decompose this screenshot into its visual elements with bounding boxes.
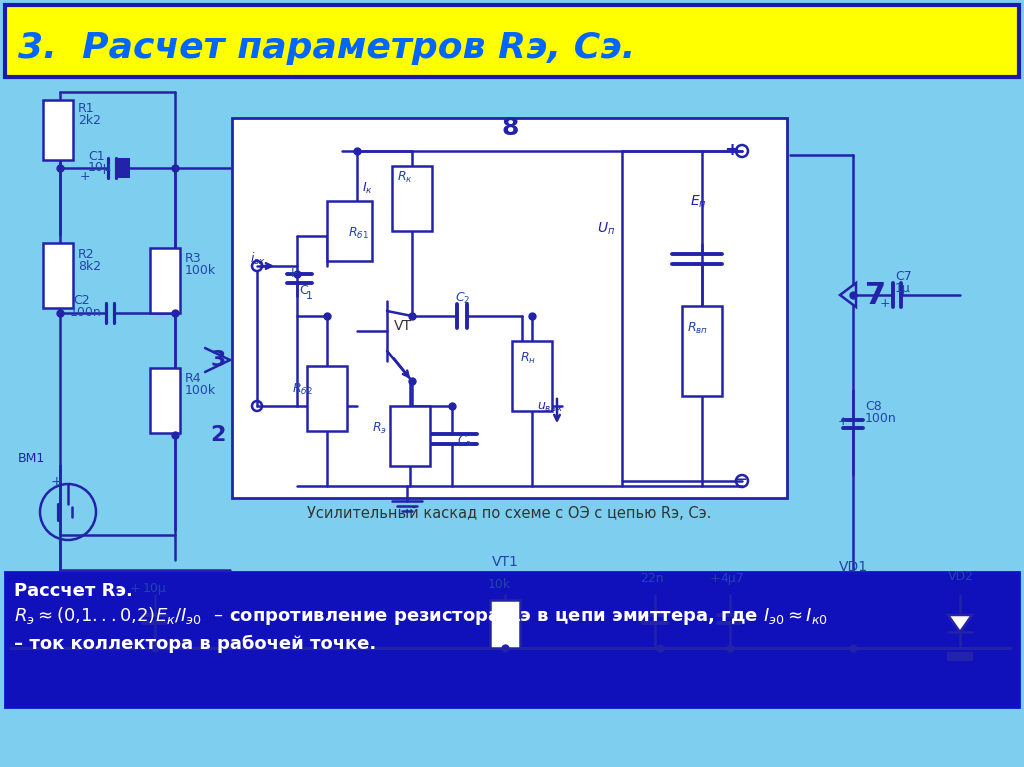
- Text: $I_к$: $I_к$: [362, 181, 373, 196]
- Text: $R_к$: $R_к$: [397, 170, 413, 185]
- Text: $R_н$: $R_н$: [520, 351, 537, 366]
- Text: 3.  Расчет параметров Rэ, Сэ.: 3. Расчет параметров Rэ, Сэ.: [18, 31, 635, 65]
- Text: 100n: 100n: [70, 306, 101, 319]
- Text: 4μ7: 4μ7: [720, 572, 743, 585]
- Text: C2: C2: [73, 294, 90, 307]
- Text: Рассчет Rэ.: Рассчет Rэ.: [14, 582, 133, 600]
- Text: 10μ: 10μ: [143, 582, 167, 595]
- Text: 100n: 100n: [865, 412, 897, 425]
- Bar: [43, 100, 73, 160]
- Bar: [490, 600, 520, 648]
- Text: 1μ: 1μ: [895, 282, 910, 295]
- Polygon shape: [948, 615, 972, 632]
- Text: 100k: 100k: [185, 264, 216, 277]
- Text: 8k2: 8k2: [78, 260, 101, 273]
- Text: $E_п$: $E_п$: [690, 194, 707, 210]
- Text: $R_э \approx (0{,}1...0{,}2)E_к/I_{э0}$  – сопротивление резистора Rэ в цепи эми: $R_э \approx (0{,}1...0{,}2)E_к/I_{э0}$ …: [14, 605, 828, 627]
- Text: VD2: VD2: [948, 570, 974, 583]
- Text: 8: 8: [502, 116, 519, 140]
- Text: $C_э$: $C_э$: [457, 434, 472, 449]
- Text: 7: 7: [865, 281, 887, 310]
- Bar: [5, 5, 1019, 77]
- Text: +: +: [880, 297, 891, 310]
- Text: −: −: [732, 471, 748, 489]
- Text: $R_э$: $R_э$: [372, 421, 387, 436]
- Bar: [5, 572, 1019, 707]
- Bar: [150, 368, 180, 433]
- Text: R4: R4: [185, 372, 202, 385]
- Text: 1: 1: [306, 291, 313, 301]
- Text: +: +: [130, 582, 140, 595]
- Text: $R_{вп}$: $R_{вп}$: [687, 321, 709, 336]
- Text: 2k2: 2k2: [78, 114, 101, 127]
- Text: C1: C1: [88, 150, 104, 163]
- Bar: [232, 118, 787, 498]
- Text: +: +: [286, 266, 298, 280]
- Text: 22n: 22n: [640, 572, 664, 585]
- Text: C7: C7: [895, 270, 911, 283]
- Text: $C_2$: $C_2$: [455, 291, 470, 306]
- Polygon shape: [840, 283, 856, 307]
- Bar: [43, 243, 73, 308]
- Text: $R_{б1}$: $R_{б1}$: [348, 226, 369, 241]
- Bar: [682, 306, 722, 396]
- Text: C: C: [299, 284, 308, 297]
- Text: +: +: [710, 572, 721, 585]
- Bar: [116, 158, 130, 178]
- Bar: [392, 166, 432, 231]
- Text: +: +: [50, 475, 61, 489]
- Text: 3: 3: [210, 350, 225, 370]
- Text: – ток коллектора в рабочей точке.: – ток коллектора в рабочей точке.: [14, 635, 376, 653]
- Bar: [947, 652, 973, 661]
- Text: 10μ: 10μ: [88, 161, 112, 174]
- Text: 10k: 10k: [488, 578, 511, 591]
- Text: 100k: 100k: [185, 384, 216, 397]
- Text: R2: R2: [78, 248, 94, 261]
- Text: VT: VT: [394, 319, 412, 333]
- Text: BM1: BM1: [18, 452, 45, 465]
- Text: +: +: [725, 141, 739, 159]
- Bar: [307, 366, 347, 431]
- Text: $i_{вх}$: $i_{вх}$: [250, 251, 266, 267]
- Bar: [150, 248, 180, 313]
- Text: VT1: VT1: [492, 555, 518, 569]
- Text: Усилительный каскад по схеме с ОЭ с цепью Rэ, Сэ.: Усилительный каскад по схеме с ОЭ с цепь…: [307, 506, 712, 521]
- Bar: [327, 201, 372, 261]
- Text: +: +: [838, 415, 849, 428]
- Text: 2: 2: [210, 425, 225, 445]
- Bar: [390, 406, 430, 466]
- Text: $u_{вых}$: $u_{вых}$: [537, 401, 564, 414]
- Text: $R_{б2}$: $R_{б2}$: [292, 382, 312, 397]
- Text: +: +: [80, 170, 91, 183]
- Text: R1: R1: [78, 102, 94, 115]
- Text: C8: C8: [865, 400, 882, 413]
- Text: VD1: VD1: [839, 560, 867, 574]
- Bar: [512, 341, 552, 411]
- Text: $U_п$: $U_п$: [597, 221, 615, 238]
- Text: R3: R3: [185, 252, 202, 265]
